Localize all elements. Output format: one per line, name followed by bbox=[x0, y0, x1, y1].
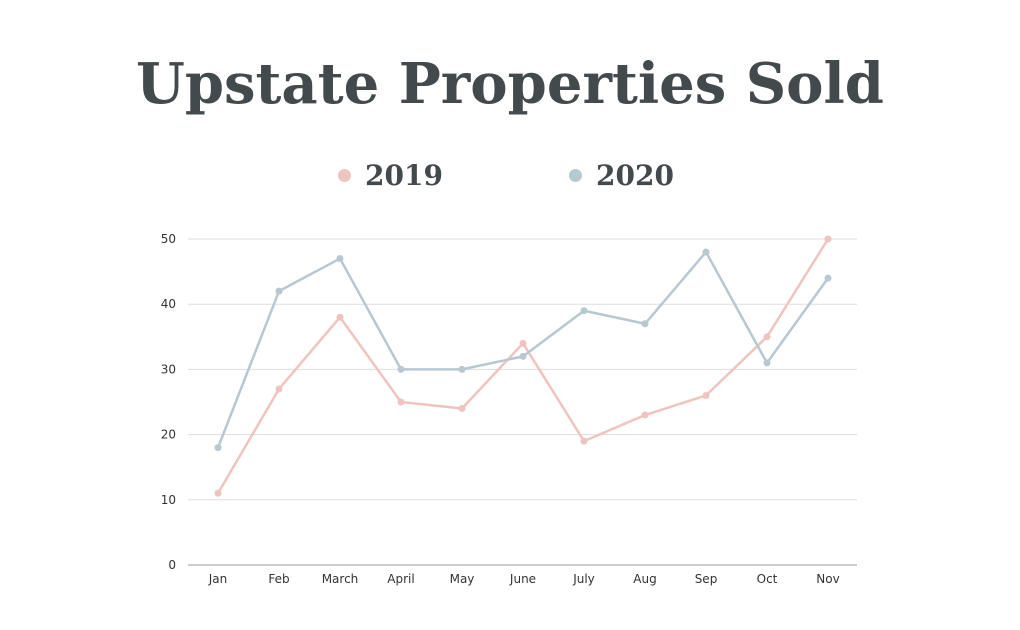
chart-legend: 2019 2020 bbox=[0, 155, 1020, 195]
legend-swatch-2019 bbox=[338, 168, 351, 182]
data-point-2019 bbox=[519, 339, 527, 347]
x-tick-label: May bbox=[450, 572, 475, 586]
series-line-2020 bbox=[216, 250, 830, 449]
x-tick-label: Oct bbox=[757, 572, 778, 586]
data-point-2019 bbox=[824, 235, 832, 243]
x-tick-label: Jan bbox=[208, 572, 228, 586]
data-point-2020 bbox=[336, 255, 344, 263]
x-tick-label: July bbox=[572, 572, 595, 586]
y-tick-label: 0 bbox=[168, 558, 176, 572]
x-tick-label: June bbox=[509, 572, 536, 586]
x-tick-label: Feb bbox=[268, 572, 289, 586]
data-point-2019 bbox=[275, 385, 283, 393]
data-point-2020 bbox=[580, 307, 588, 315]
gridlines bbox=[188, 238, 857, 501]
y-tick-label: 50 bbox=[161, 232, 176, 246]
data-point-2020 bbox=[214, 444, 222, 452]
axes: 0 10 20 30 40 50 Jan Feb March April May June July Au… bbox=[161, 232, 857, 586]
data-point-2020 bbox=[824, 274, 832, 282]
chart-title: Upstate Properties Sold bbox=[136, 51, 884, 117]
y-tick-label: 20 bbox=[161, 428, 176, 442]
x-tick-label: Aug bbox=[633, 572, 656, 586]
data-point-2020 bbox=[519, 352, 527, 360]
data-point-2020 bbox=[763, 359, 771, 367]
data-point-2020 bbox=[702, 248, 710, 256]
data-point-2020 bbox=[641, 320, 649, 328]
data-point-2019 bbox=[580, 437, 588, 445]
data-point-2020 bbox=[397, 365, 405, 373]
data-point-2019 bbox=[336, 313, 344, 321]
y-tick-label: 40 bbox=[161, 297, 176, 311]
data-point-2019 bbox=[458, 405, 466, 413]
x-tick-label: Sep bbox=[695, 572, 718, 586]
x-tick-label: Nov bbox=[816, 572, 839, 586]
data-point-2019 bbox=[702, 391, 710, 399]
series-line-2019 bbox=[216, 238, 830, 494]
x-tick-label: March bbox=[322, 572, 359, 586]
y-tick-label: 10 bbox=[161, 493, 176, 507]
x-tick-label: April bbox=[387, 572, 414, 586]
y-tick-label: 30 bbox=[161, 362, 176, 376]
legend-item-2019[interactable]: 2019 bbox=[338, 155, 443, 195]
data-point-2020 bbox=[275, 287, 283, 295]
legend-label-2019: 2019 bbox=[365, 158, 443, 192]
data-point-2019 bbox=[214, 489, 222, 497]
legend-swatch-2020 bbox=[569, 168, 582, 182]
data-point-2020 bbox=[458, 365, 466, 373]
legend-item-2020[interactable]: 2020 bbox=[569, 155, 674, 195]
series-lines bbox=[214, 235, 832, 497]
data-point-2019 bbox=[763, 333, 771, 341]
data-point-2019 bbox=[397, 398, 405, 406]
data-point-2019 bbox=[641, 411, 649, 419]
legend-label-2020: 2020 bbox=[596, 158, 674, 192]
